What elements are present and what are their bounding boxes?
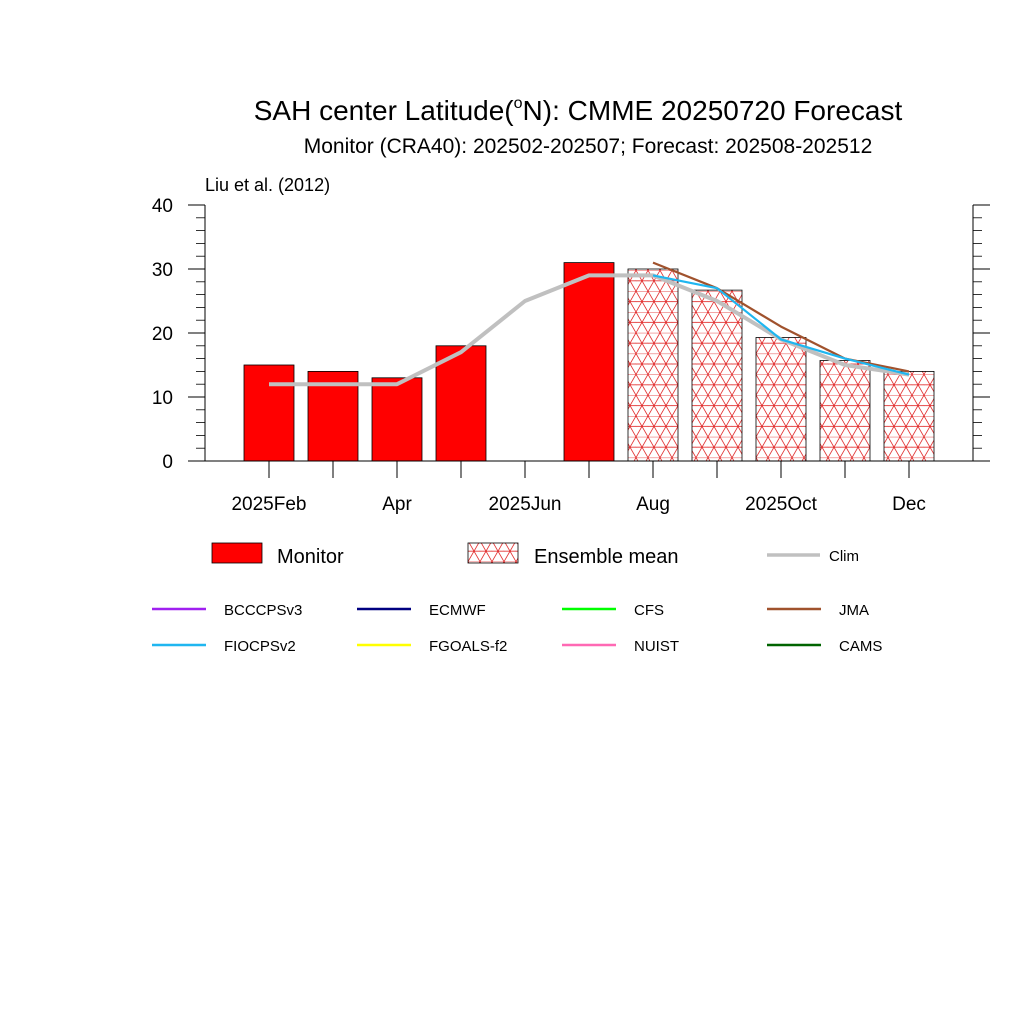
clim-line — [269, 273, 910, 387]
legend-monitor-label: Monitor — [277, 546, 344, 568]
lines-layer — [269, 261, 910, 387]
chart-title: SAH center Latitude(oN): CMME 20250720 F… — [254, 95, 903, 126]
chart-subtitle: Monitor (CRA40): 202502-202507; Forecast… — [304, 135, 873, 158]
monitor-bar — [371, 377, 423, 462]
legend-clim-label: Clim — [829, 548, 859, 565]
legend-fgoals-f2-label: FGOALS-f2 — [429, 638, 507, 655]
chart-annotation: Liu et al. (2012) — [205, 175, 330, 195]
ensemble-mean-bar — [883, 370, 935, 462]
bars-layer — [243, 262, 935, 462]
monitor-bar — [307, 370, 359, 462]
legend-ensemble-label: Ensemble mean — [534, 546, 679, 568]
legend: Monitor Ensemble mean Clim BCCCPSv3 ECMWF CFS… — [152, 542, 882, 655]
legend-ensemble-swatch — [467, 542, 519, 564]
y-tick-label: 0 — [162, 452, 173, 473]
x-tick-label: 2025Feb — [231, 494, 306, 515]
monitor-bar — [243, 364, 295, 462]
legend-nuist-label: NUIST — [634, 638, 679, 655]
legend-fiocpsv2-label: FIOCPSv2 — [224, 638, 296, 655]
x-tick-label: Dec — [892, 494, 926, 515]
ensemble-mean-bar — [755, 337, 807, 462]
legend-cams-label: CAMS — [839, 638, 882, 655]
legend-bcccpsv3-label: BCCCPSv3 — [224, 602, 302, 619]
legend-cfs-label: CFS — [634, 602, 664, 619]
monitor-bar — [563, 262, 615, 462]
x-tick-label: 2025Oct — [745, 494, 818, 515]
ensemble-mean-bar — [627, 268, 679, 462]
fiocpsv2-line — [652, 274, 910, 376]
x-tick-label: 2025Jun — [489, 494, 562, 515]
legend-ecmwf-label: ECMWF — [429, 602, 486, 619]
y-tick-label: 10 — [152, 388, 173, 409]
ensemble-mean-bar — [819, 360, 871, 462]
monitor-bar — [435, 345, 487, 462]
ensemble-mean-bar — [691, 289, 743, 462]
x-tick-label: Aug — [636, 494, 670, 515]
legend-jma-label: JMA — [839, 602, 869, 619]
y-tick-label: 40 — [152, 196, 173, 217]
axes-layer: 0 10 20 30 40 2025Feb Apr 2025Jun Aug 2025Oct Dec — [152, 196, 990, 515]
legend-monitor-swatch — [211, 542, 263, 564]
y-tick-label: 30 — [152, 260, 173, 281]
x-tick-label: Apr — [382, 494, 412, 515]
y-tick-label: 20 — [152, 324, 173, 345]
